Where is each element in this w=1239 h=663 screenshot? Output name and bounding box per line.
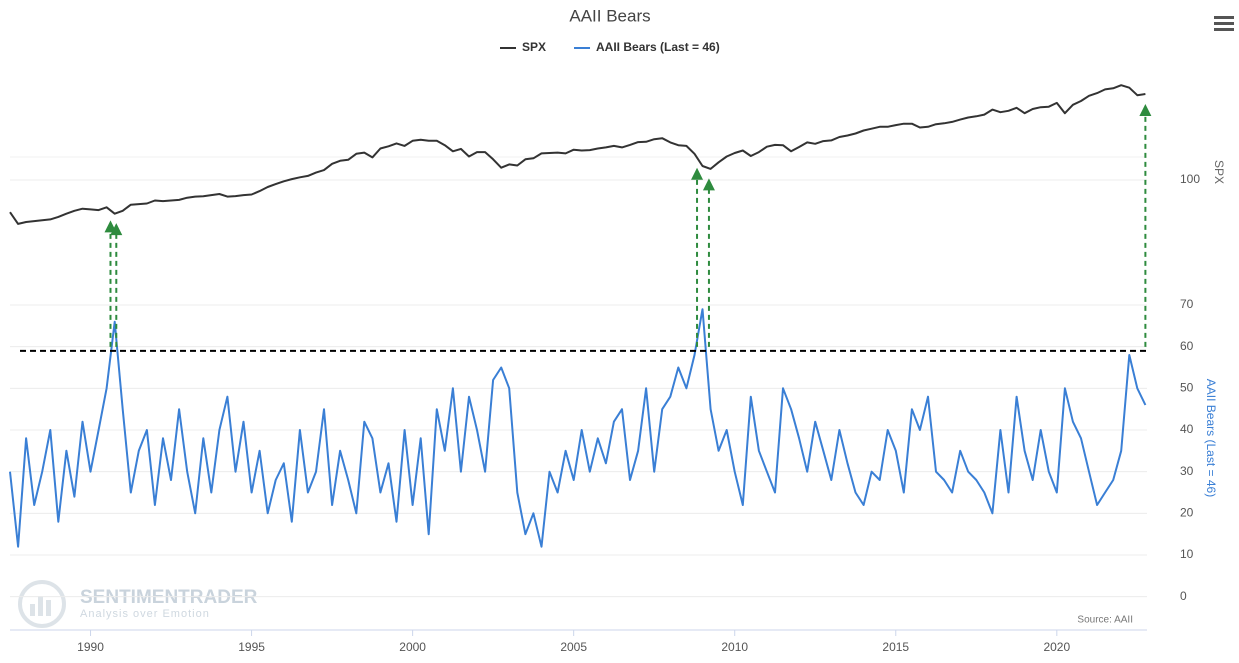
logo-bar <box>46 600 51 616</box>
y2-tick-label: 30 <box>1180 464 1194 478</box>
y2-axis-title: AAII Bears (Last = 46) <box>1204 379 1218 497</box>
x-tick-label: 1990 <box>77 640 104 654</box>
y2-tick-label: 50 <box>1180 381 1194 395</box>
x-tick-label: 1995 <box>238 640 265 654</box>
y2-tick-label: 60 <box>1180 339 1194 353</box>
x-tick-label: 2015 <box>882 640 909 654</box>
series-line <box>9 84 1146 225</box>
signal-arrow-head <box>702 178 715 191</box>
legend-label: AAII Bears (Last = 46) <box>596 40 720 54</box>
legend-label: SPX <box>522 40 546 54</box>
x-tick-label: 2020 <box>1043 640 1070 654</box>
y2-tick-label: 0 <box>1180 589 1187 603</box>
logo-bar <box>38 596 43 616</box>
menu-button[interactable] <box>1214 16 1234 31</box>
y-axis-title: SPX <box>1212 160 1226 184</box>
menu-bar[interactable] <box>1214 28 1234 31</box>
logo-ring <box>18 580 66 628</box>
x-tick-label: 2010 <box>721 640 748 654</box>
series-line <box>9 308 1147 548</box>
chart-title: AAII Bears <box>569 6 650 25</box>
menu-bar[interactable] <box>1214 16 1234 19</box>
signal-arrow-head <box>691 167 704 180</box>
y2-tick-label: 10 <box>1180 547 1194 561</box>
watermark-brand: SENTIMENTRADER <box>80 587 258 608</box>
watermark-tagline: Analysis over Emotion <box>80 608 210 620</box>
signal-arrow-head <box>1139 103 1152 116</box>
x-tick-label: 2000 <box>399 640 426 654</box>
logo-bar <box>30 604 35 616</box>
x-tick-label: 2005 <box>560 640 587 654</box>
source-note: Source: AAII <box>1077 615 1133 626</box>
watermark-logo <box>18 580 66 628</box>
y2-tick-label: 70 <box>1180 297 1194 311</box>
menu-bar[interactable] <box>1214 22 1234 25</box>
y2-tick-label: 100 <box>1180 172 1200 186</box>
y2-tick-label: 40 <box>1180 422 1194 436</box>
y2-tick-label: 20 <box>1180 506 1194 520</box>
signal-arrow-head <box>110 223 123 236</box>
